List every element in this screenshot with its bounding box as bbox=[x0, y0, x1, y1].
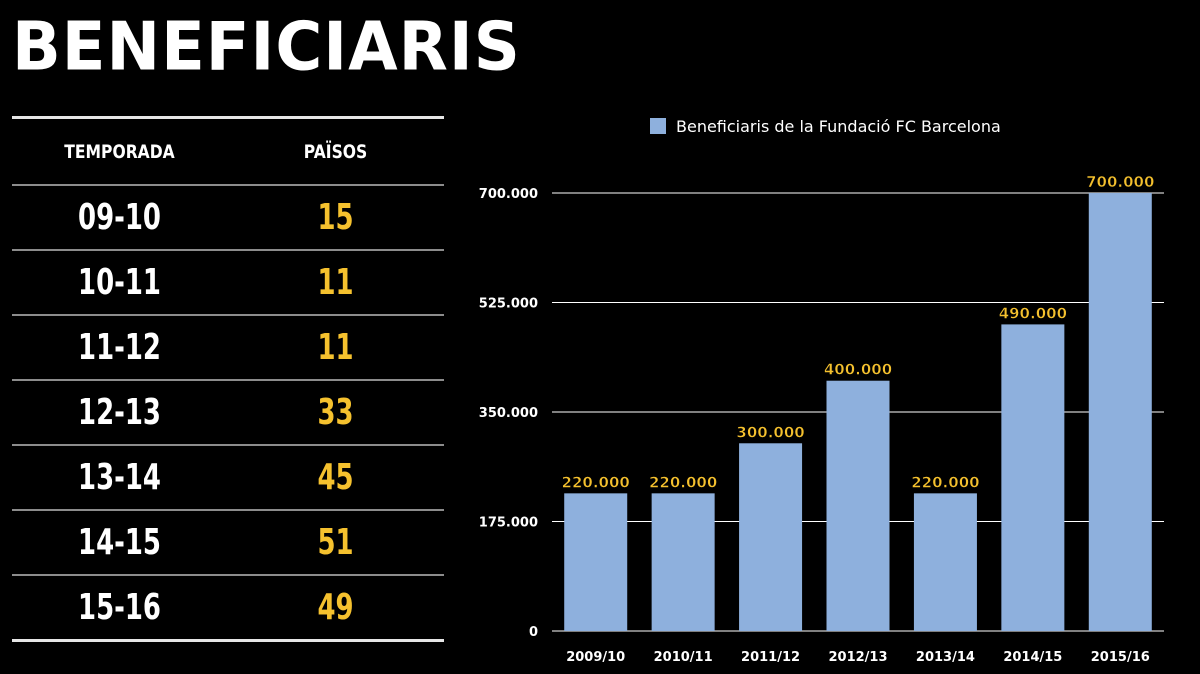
countries-cell: 49 bbox=[317, 587, 354, 628]
table-row: 12-13 33 bbox=[12, 381, 444, 444]
header-countries: PAÏSOS bbox=[303, 140, 368, 163]
table-rule bbox=[12, 444, 444, 446]
table-rule bbox=[12, 379, 444, 381]
table-row: 14-15 51 bbox=[12, 511, 444, 574]
table-rule bbox=[12, 314, 444, 316]
bar bbox=[564, 493, 628, 631]
data-label: 220.000 bbox=[649, 473, 717, 491]
y-tick-label: 175.000 bbox=[479, 516, 538, 531]
countries-cell: 33 bbox=[317, 392, 354, 433]
countries-cell: 11 bbox=[317, 327, 354, 368]
table-row: 11-12 11 bbox=[12, 316, 444, 379]
x-tick-label: 2011/12 bbox=[741, 650, 800, 665]
season-cell: 09-10 bbox=[78, 197, 161, 238]
x-tick-label: 2014/15 bbox=[1003, 650, 1062, 665]
bar bbox=[913, 493, 977, 631]
season-cell: 12-13 bbox=[78, 392, 161, 433]
table-top-rule bbox=[12, 116, 444, 119]
bar bbox=[739, 443, 803, 631]
header-season: TEMPORADA bbox=[64, 140, 175, 163]
data-label: 220.000 bbox=[562, 473, 630, 491]
legend-label: Beneficiaris de la Fundació FC Barcelona bbox=[676, 117, 1001, 136]
countries-cell: 11 bbox=[317, 262, 354, 303]
y-tick-label: 0 bbox=[529, 625, 538, 640]
data-label: 220.000 bbox=[911, 473, 979, 491]
table-rule bbox=[12, 574, 444, 576]
countries-cell: 51 bbox=[317, 522, 354, 563]
data-label: 400.000 bbox=[824, 361, 892, 379]
season-cell: 15-16 bbox=[78, 587, 161, 628]
table-rule bbox=[12, 509, 444, 511]
x-tick-label: 2012/13 bbox=[828, 650, 887, 665]
y-tick-label: 350.000 bbox=[479, 406, 538, 421]
table-row: 15-16 49 bbox=[12, 576, 444, 639]
season-cell: 11-12 bbox=[78, 327, 161, 368]
season-cell: 13-14 bbox=[78, 457, 161, 498]
x-tick-label: 2015/16 bbox=[1091, 650, 1150, 665]
countries-table: TEMPORADA PAÏSOS 09-10 15 10-11 11 11-12… bbox=[12, 116, 444, 642]
legend-swatch bbox=[650, 118, 666, 134]
season-cell: 14-15 bbox=[78, 522, 161, 563]
y-tick-label: 525.000 bbox=[479, 297, 538, 312]
data-label: 300.000 bbox=[736, 423, 804, 441]
bar bbox=[1001, 324, 1065, 631]
table-row: 13-14 45 bbox=[12, 446, 444, 509]
x-tick-label: 2010/11 bbox=[654, 650, 713, 665]
data-label: 700.000 bbox=[1086, 173, 1154, 191]
table-row: 10-11 11 bbox=[12, 251, 444, 314]
data-label: 490.000 bbox=[999, 304, 1067, 322]
beneficiaries-bar-chart: Beneficiaris de la Fundació FC Barcelona… bbox=[479, 117, 1164, 665]
table-row: 09-10 15 bbox=[12, 186, 444, 249]
table-rule bbox=[12, 249, 444, 251]
countries-cell: 45 bbox=[317, 457, 354, 498]
table-bottom-rule bbox=[12, 639, 444, 642]
bar bbox=[1088, 193, 1152, 631]
table-header: TEMPORADA PAÏSOS bbox=[12, 119, 444, 184]
bar bbox=[651, 493, 715, 631]
x-tick-label: 2009/10 bbox=[566, 650, 625, 665]
countries-cell: 15 bbox=[317, 197, 354, 238]
bar bbox=[826, 380, 890, 631]
y-tick-label: 700.000 bbox=[479, 187, 538, 202]
season-cell: 10-11 bbox=[78, 262, 161, 303]
table-rule bbox=[12, 184, 444, 186]
page-title: BENEFICIARIS bbox=[12, 8, 521, 87]
x-tick-label: 2013/14 bbox=[916, 650, 975, 665]
